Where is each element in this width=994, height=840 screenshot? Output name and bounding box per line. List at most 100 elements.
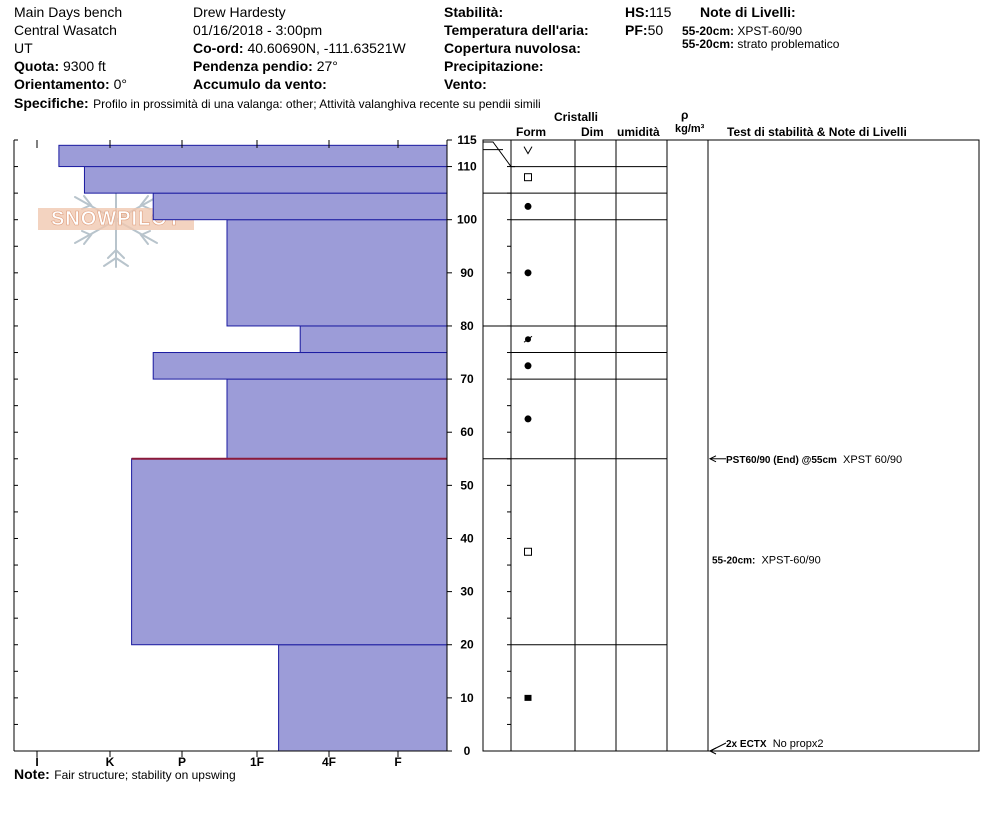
sky-cover-label: Copertura nuvolosa: xyxy=(444,40,581,56)
pf: PF:50 xyxy=(625,23,663,37)
slope-value: 27° xyxy=(316,58,338,74)
layer-connector xyxy=(483,141,515,168)
pf-value: 50 xyxy=(647,22,664,38)
footer-note-value: Fair structure; stability on upswing xyxy=(54,768,236,782)
hardness-bar xyxy=(152,192,448,221)
footer-note-label: Note: xyxy=(14,766,50,782)
hardness-tick-label: 1F xyxy=(250,755,264,769)
elevation-label: Quota: xyxy=(14,58,60,74)
stability-test: 55-20cm: XPST-60/90 xyxy=(712,555,821,567)
hs: HS:115 xyxy=(625,5,671,19)
stability-test: PST60/90 (End) @55cm XPST 60/90 xyxy=(726,454,902,466)
crystals-header: Cristalli xyxy=(554,110,599,124)
hardness-bar xyxy=(83,166,448,194)
crystal-faceted-icon xyxy=(524,547,532,556)
specifics-value: Profilo in prossimità di una valanga: ot… xyxy=(93,97,541,111)
observation-datetime: 01/16/2018 - 3:00pm xyxy=(193,22,323,38)
moisture-header: umidità xyxy=(617,125,660,139)
wind-label: Vento: xyxy=(444,76,487,92)
crystal-faceted-icon xyxy=(524,173,532,182)
specifics-label: Specifiche: xyxy=(14,95,89,111)
stability-test-result: XPST 60/90 xyxy=(837,454,902,466)
height-tick-label: 30 xyxy=(460,585,474,599)
elevation-value: 9300 ft xyxy=(63,58,106,74)
hardness-tick-label: F xyxy=(394,755,401,769)
coord-label: Co-ord: xyxy=(193,40,244,56)
footer-note: Note: Fair structure; stability on upswi… xyxy=(14,767,236,783)
height-tick-label: 90 xyxy=(460,266,474,280)
hardness-tick-label: 4F xyxy=(322,755,336,769)
stability-notes-header: Test di stabilità & Note di Livelli xyxy=(727,125,907,139)
layer-note-1-value: XPST-60/90 xyxy=(737,24,803,38)
form-header: Form xyxy=(516,125,546,139)
layer-note-2: 55-20cm: strato problematico xyxy=(682,38,839,50)
hardness-tick-label: P xyxy=(178,755,186,769)
crystal-rounded-icon xyxy=(524,269,532,277)
layer-note-2-value: strato problematico xyxy=(737,37,840,51)
stability-test: 2x ECTX No propx2 xyxy=(726,738,823,750)
height-tick-label: 40 xyxy=(460,531,474,545)
layer-table-frame xyxy=(482,139,980,752)
site-name: Main Days bench xyxy=(14,4,123,20)
height-tick-label: 0 xyxy=(464,744,471,758)
slope-angle: Pendenza pendio: 27° xyxy=(193,59,338,73)
height-tick-label: 70 xyxy=(460,372,474,386)
stability-test-result: No propx2 xyxy=(767,738,824,750)
hs-value: 115 xyxy=(649,4,672,20)
stability-test-label: 2x ECTX xyxy=(726,739,767,750)
height-tick-label: 100 xyxy=(457,213,477,227)
crystal-rounded-icon xyxy=(524,415,532,423)
hardness-bar xyxy=(152,352,448,380)
specifics: Specifiche: Profilo in prossimità di una… xyxy=(14,96,541,112)
wind-loading-label: Accumulo da vento: xyxy=(193,76,327,92)
crystal-rounded-icon xyxy=(524,202,532,210)
aspect: Orientamento: 0° xyxy=(14,77,127,91)
stability-arrow-head xyxy=(708,747,717,755)
range-name: Central Wasatch xyxy=(14,22,117,38)
layer-note-1: 55-20cm: XPST-60/90 xyxy=(682,25,802,37)
air-temp-label: Temperatura dell'aria: xyxy=(444,22,589,38)
height-tick-label: 50 xyxy=(460,478,474,492)
layer-note-1-key: 55-20cm: xyxy=(682,24,735,38)
stability-arrow-head xyxy=(708,455,717,463)
crystal-melt-form-icon xyxy=(524,694,532,701)
hardness-bar xyxy=(299,325,448,354)
height-tick-label: 110 xyxy=(457,160,477,174)
layer-note-2-key: 55-20cm: xyxy=(682,37,735,51)
height-tick-label: 115 xyxy=(457,133,477,147)
logo-text: SNOWPILOT xyxy=(50,208,182,230)
hardness-tick-label: I xyxy=(35,755,38,769)
aspect-value: 0° xyxy=(113,76,127,92)
aspect-label: Orientamento: xyxy=(14,76,110,92)
stability-test-result: XPST-60/90 xyxy=(755,555,820,567)
height-tick-label: 60 xyxy=(460,425,474,439)
stability-label: Stabilità: xyxy=(444,4,504,20)
layer-notes-label: Note di Livelli: xyxy=(700,4,796,20)
snowpilot-logo: SNOWPILOT xyxy=(38,170,194,270)
density-unit-header: kg/m³ xyxy=(675,123,705,135)
state-name: UT xyxy=(14,40,33,56)
coord-value: 40.60690N, -111.63521W xyxy=(247,40,406,56)
observer-name: Drew Hardesty xyxy=(193,4,286,20)
hs-label: HS: xyxy=(625,4,650,20)
slope-label: Pendenza pendio: xyxy=(193,58,313,74)
hardness-tick-label: K xyxy=(106,755,115,769)
crystal-mixed-slash xyxy=(523,335,533,343)
dim-header: Dim xyxy=(581,125,604,139)
crystal-rounded-icon xyxy=(524,362,532,370)
coordinates: Co-ord: 40.60690N, -111.63521W xyxy=(193,41,406,55)
elevation: Quota: 9300 ft xyxy=(14,59,106,73)
hardness-bar xyxy=(58,144,448,168)
height-tick-label: 20 xyxy=(460,638,474,652)
stability-test-label: PST60/90 (End) @55cm xyxy=(726,455,837,466)
hardness-bar xyxy=(226,219,448,327)
height-tick-label: 80 xyxy=(460,319,474,333)
hardness-bar xyxy=(131,458,448,646)
hardness-bar xyxy=(226,378,448,460)
hardness-bar xyxy=(278,644,448,752)
pf-label: PF: xyxy=(625,22,648,38)
height-tick-label: 10 xyxy=(460,691,474,705)
crystal-surface-hoar-icon xyxy=(523,146,533,155)
rho-header: ρ xyxy=(681,108,689,122)
